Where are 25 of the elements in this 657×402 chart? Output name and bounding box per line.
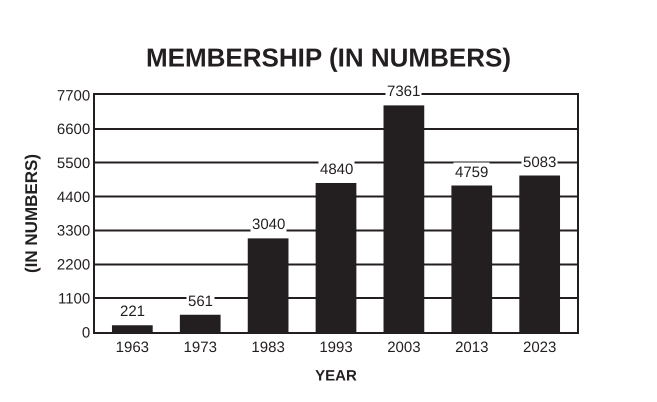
x-tick-label: 2013 [455,338,488,356]
data-label: 3040 [252,216,286,233]
y-tick-label: 6600 [56,121,90,138]
x-tick-label: 1963 [116,338,150,356]
y-tick-label: 3300 [56,222,90,240]
data-label: 221 [120,303,146,320]
x-tick-label: 2023 [522,338,556,356]
chart-title: MEMBERSHIP (IN NUMBERS) [146,42,511,72]
data-label: 561 [188,293,214,310]
data-label: 7361 [387,83,420,100]
x-tick-label: 1973 [184,338,217,356]
y-tick-label: 7700 [56,87,90,104]
y-tick-label: 4400 [56,188,90,206]
data-label: 4840 [320,161,354,178]
y-tick-label: 1100 [58,290,90,308]
x-tick-label: 2003 [387,338,421,356]
y-tick-label: 5500 [56,154,90,172]
x-tick-label: 1993 [319,338,353,356]
x-axis-title: YEAR [315,367,357,384]
y-tick-label: 2200 [56,256,90,274]
y-tick-label: 0 [82,324,90,342]
data-label: 4759 [455,164,488,181]
y-axis-title: (IN NUMBERS) [22,154,41,273]
x-tick-label: 1983 [251,338,285,356]
data-label: 5083 [523,154,556,171]
